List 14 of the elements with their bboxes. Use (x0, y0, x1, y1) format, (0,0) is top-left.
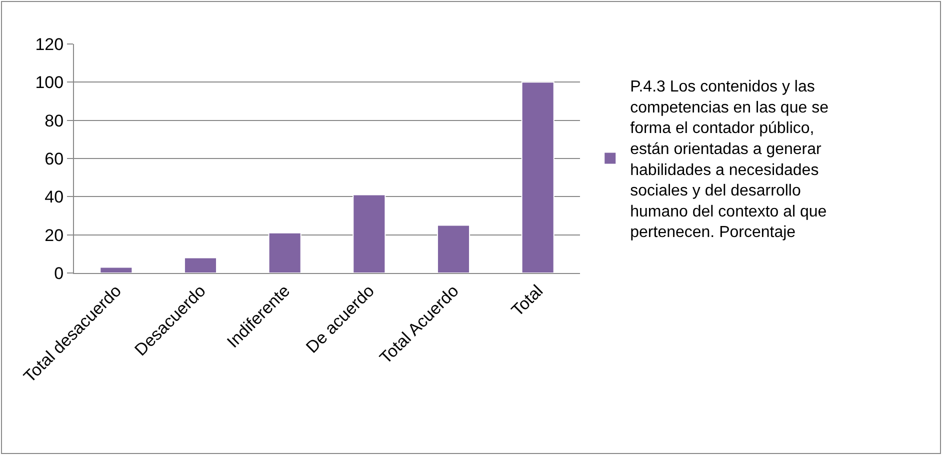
y-tick-label: 120 (35, 34, 64, 54)
y-tick-label: 20 (44, 226, 64, 245)
y-tick-label: 40 (44, 188, 64, 207)
bar (184, 257, 218, 273)
bar (268, 232, 302, 273)
bar (352, 194, 386, 273)
bar (521, 82, 554, 273)
bar (100, 266, 133, 273)
y-tick-label: 0 (54, 264, 64, 283)
y-tick-label: 100 (35, 73, 64, 92)
legend-label: P.4.3 Los contenidos y las competencias en las que se forma el contador público, están orientadas a generar habilidades a necesidades sociales y del desarrollo humano del contexto al que pertenecen. Porcentaje (630, 78, 829, 242)
bar (436, 224, 470, 273)
y-tick-label: 80 (44, 111, 64, 130)
y-tick-label: 60 (44, 149, 64, 168)
